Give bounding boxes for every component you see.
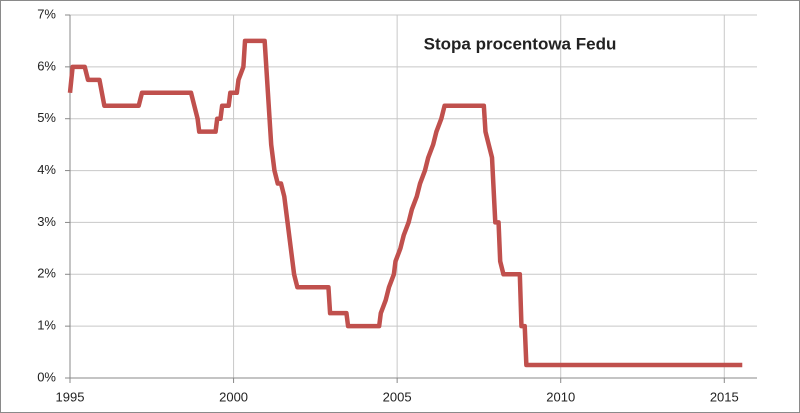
y-tick-label: 5%	[37, 110, 56, 125]
y-tick-label: 4%	[37, 162, 56, 177]
y-tick-label: 2%	[37, 266, 56, 281]
data-line	[67, 38, 743, 368]
x-tick-label: 1995	[56, 389, 85, 404]
y-tick-label: 7%	[37, 6, 56, 21]
x-tick-label: 2000	[219, 389, 248, 404]
y-tick-label: 6%	[37, 58, 56, 73]
y-tick-label: 1%	[37, 318, 56, 333]
x-tick-label: 2010	[546, 389, 575, 404]
x-tick-label: 2015	[710, 389, 739, 404]
x-tick-label: 2005	[383, 389, 412, 404]
y-tick-label: 3%	[37, 214, 56, 229]
chart-title: Stopa procentowa Fedu	[424, 34, 617, 53]
y-tick-label: 0%	[37, 369, 56, 384]
